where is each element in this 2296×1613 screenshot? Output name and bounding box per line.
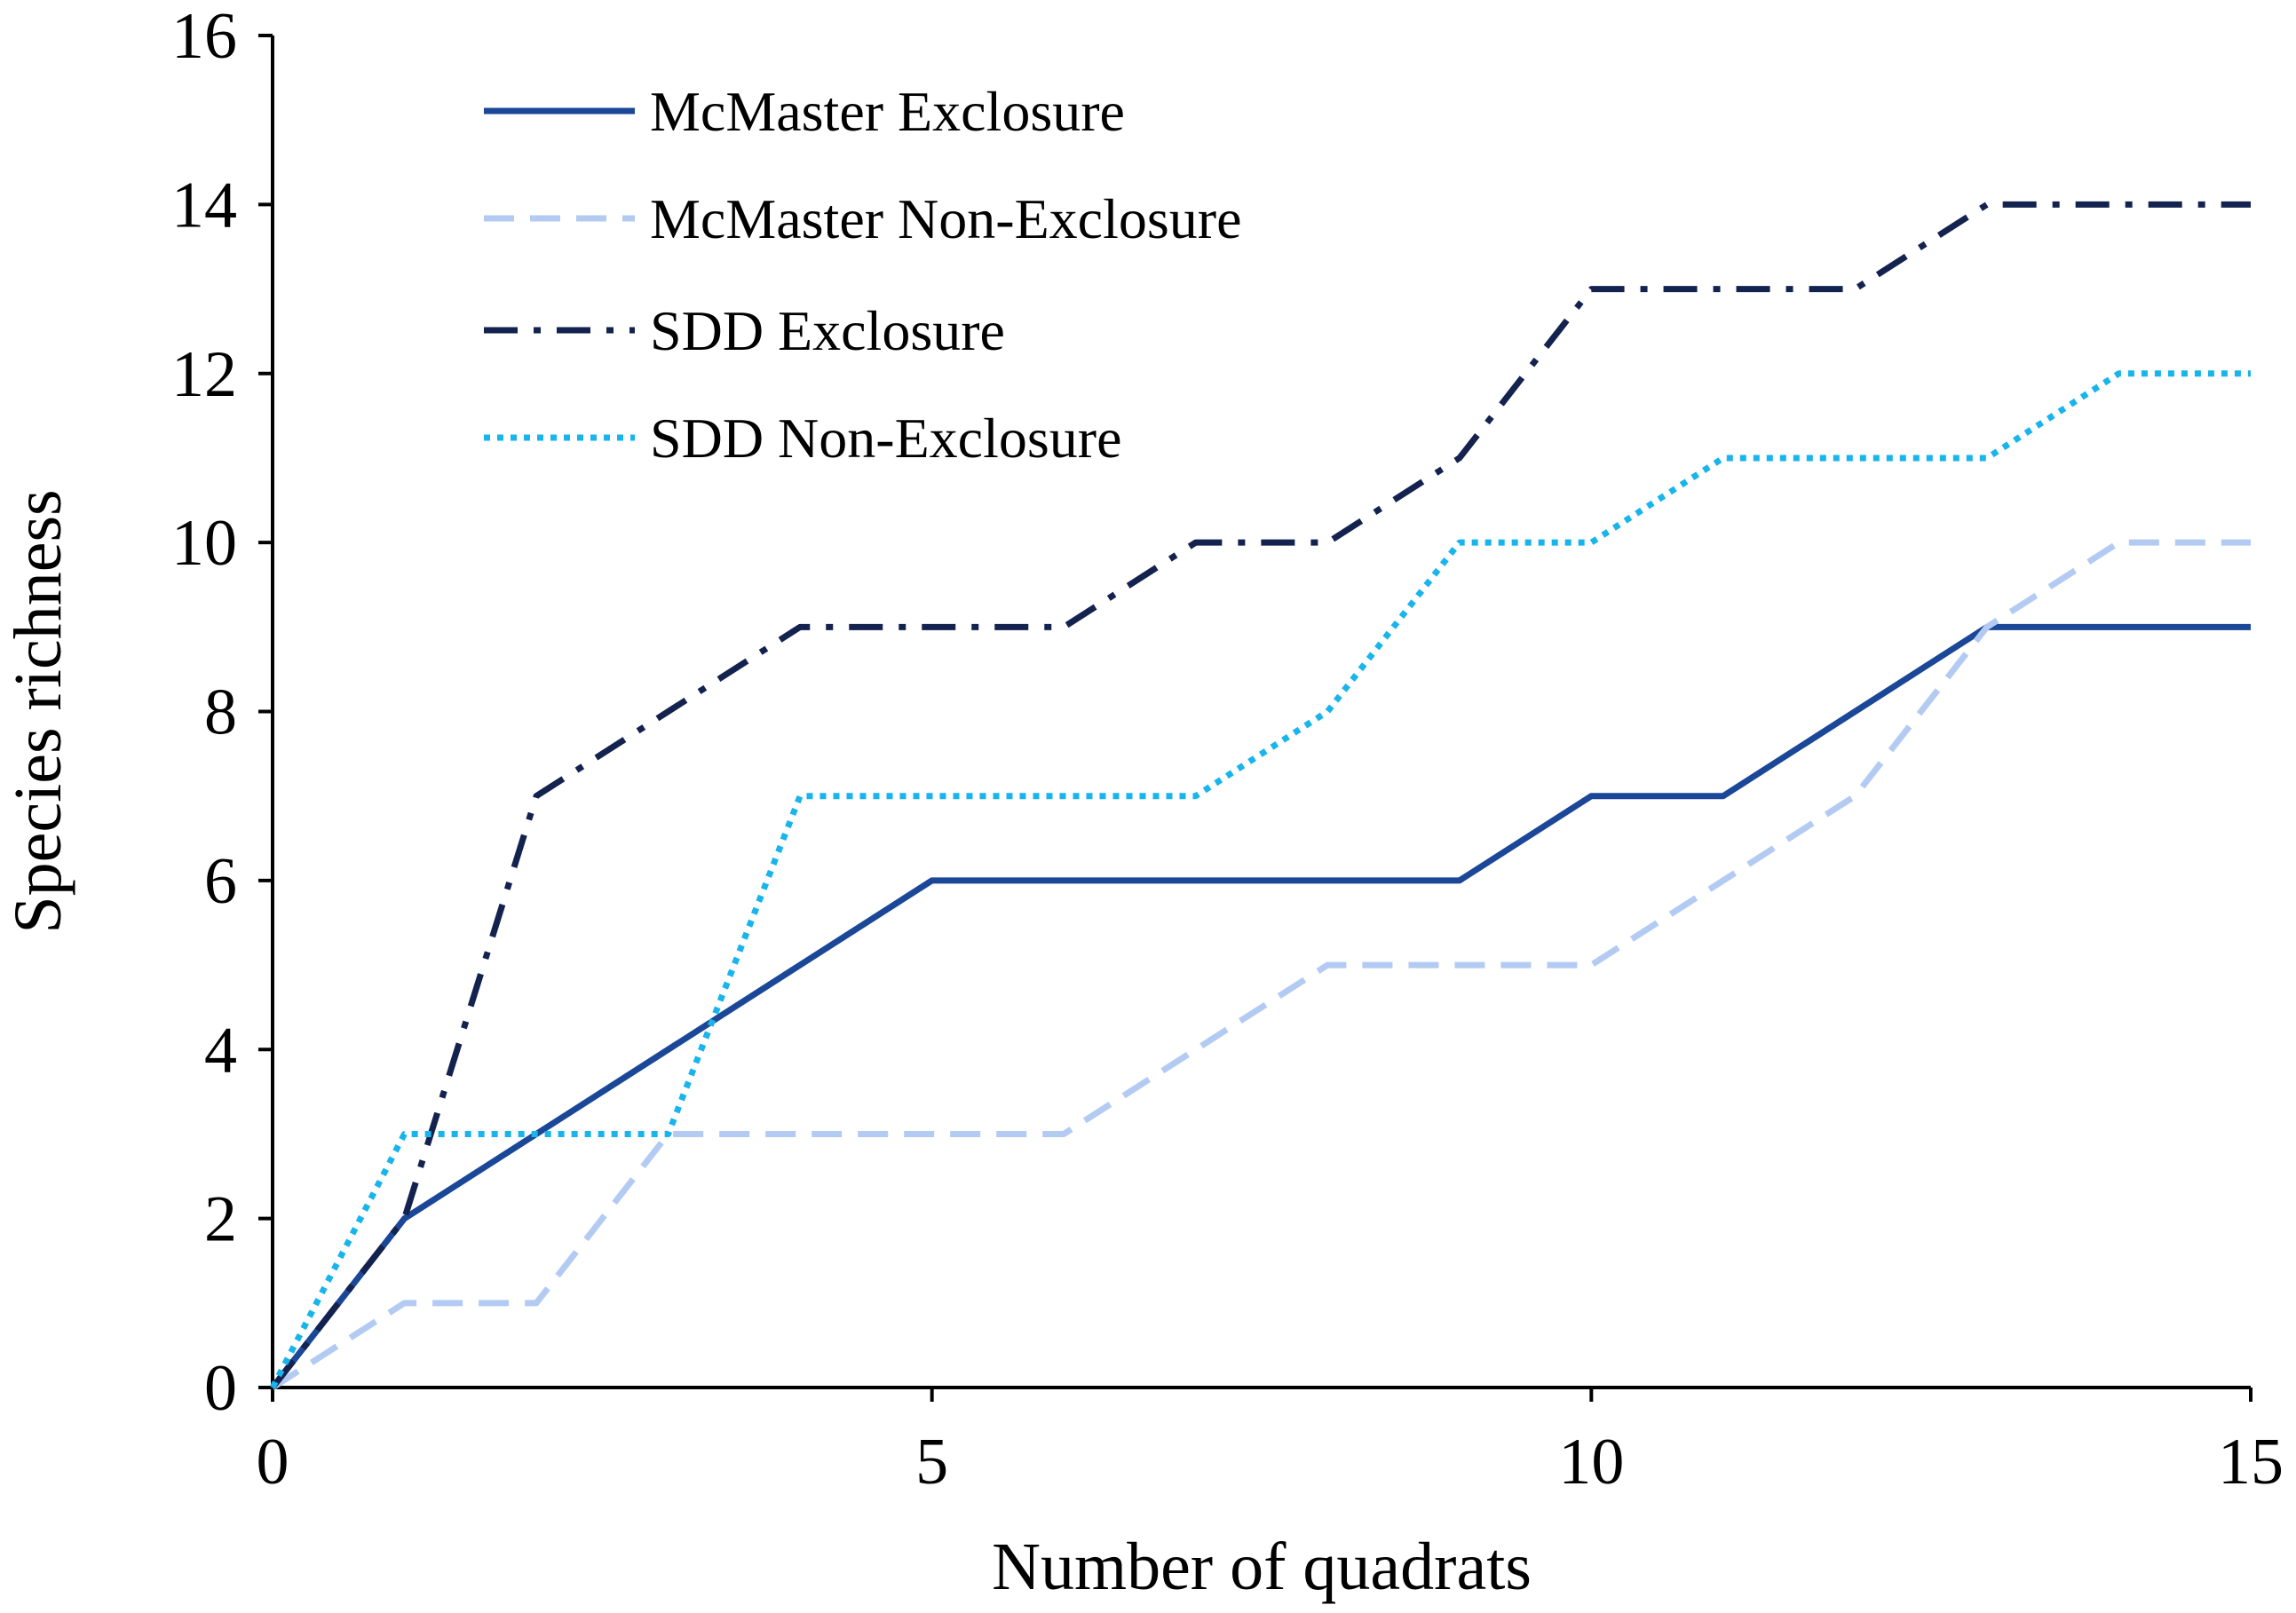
y-tick-label-14: 14 xyxy=(171,169,237,241)
series-line-mcmaster-non-exclosure xyxy=(271,539,2251,1390)
y-tick-label-16: 16 xyxy=(171,0,237,73)
x-tick-label-0: 0 xyxy=(257,1426,289,1498)
series-line-mcmaster-exclosure xyxy=(270,623,2251,1390)
y-tick-label-10: 10 xyxy=(171,507,237,580)
y-tick-label-12: 12 xyxy=(171,338,237,411)
y-axis-title: Species richness xyxy=(1,489,75,933)
legend-label-mcmaster-exclosure: McMaster Exclosure xyxy=(650,80,1125,143)
y-ticks: 0 2 4 6 8 10 12 14 16 xyxy=(171,0,273,1425)
y-tick-label-0: 0 xyxy=(204,1352,237,1425)
series-lines xyxy=(269,201,2251,1390)
legend-label-mcmaster-non-exclosure: McMaster Non-Exclosure xyxy=(650,187,1241,250)
x-axis-title: Number of quadrats xyxy=(992,1530,1532,1604)
x-ticks: 0 5 10 15 xyxy=(257,1388,2284,1498)
series-line-sdd-exclosure xyxy=(270,201,2251,1390)
legend-label-sdd-non-exclosure: SDD Non-Exclosure xyxy=(650,407,1121,470)
y-tick-label-8: 8 xyxy=(204,676,237,749)
series-line-sdd-non-exclosure xyxy=(269,370,2251,1389)
x-tick-label-5: 5 xyxy=(915,1426,948,1498)
y-tick-label-4: 4 xyxy=(204,1014,237,1087)
y-tick-label-2: 2 xyxy=(204,1183,237,1256)
axes xyxy=(271,36,2251,1389)
x-tick-label-10: 10 xyxy=(1558,1426,1624,1498)
x-tick-label-15: 15 xyxy=(2218,1426,2284,1498)
legend: McMaster Exclosure McMaster Non-Exclosure… xyxy=(484,80,1241,470)
legend-label-sdd-exclosure: SDD Exclosure xyxy=(650,299,1005,362)
y-tick-label-6: 6 xyxy=(204,845,237,918)
